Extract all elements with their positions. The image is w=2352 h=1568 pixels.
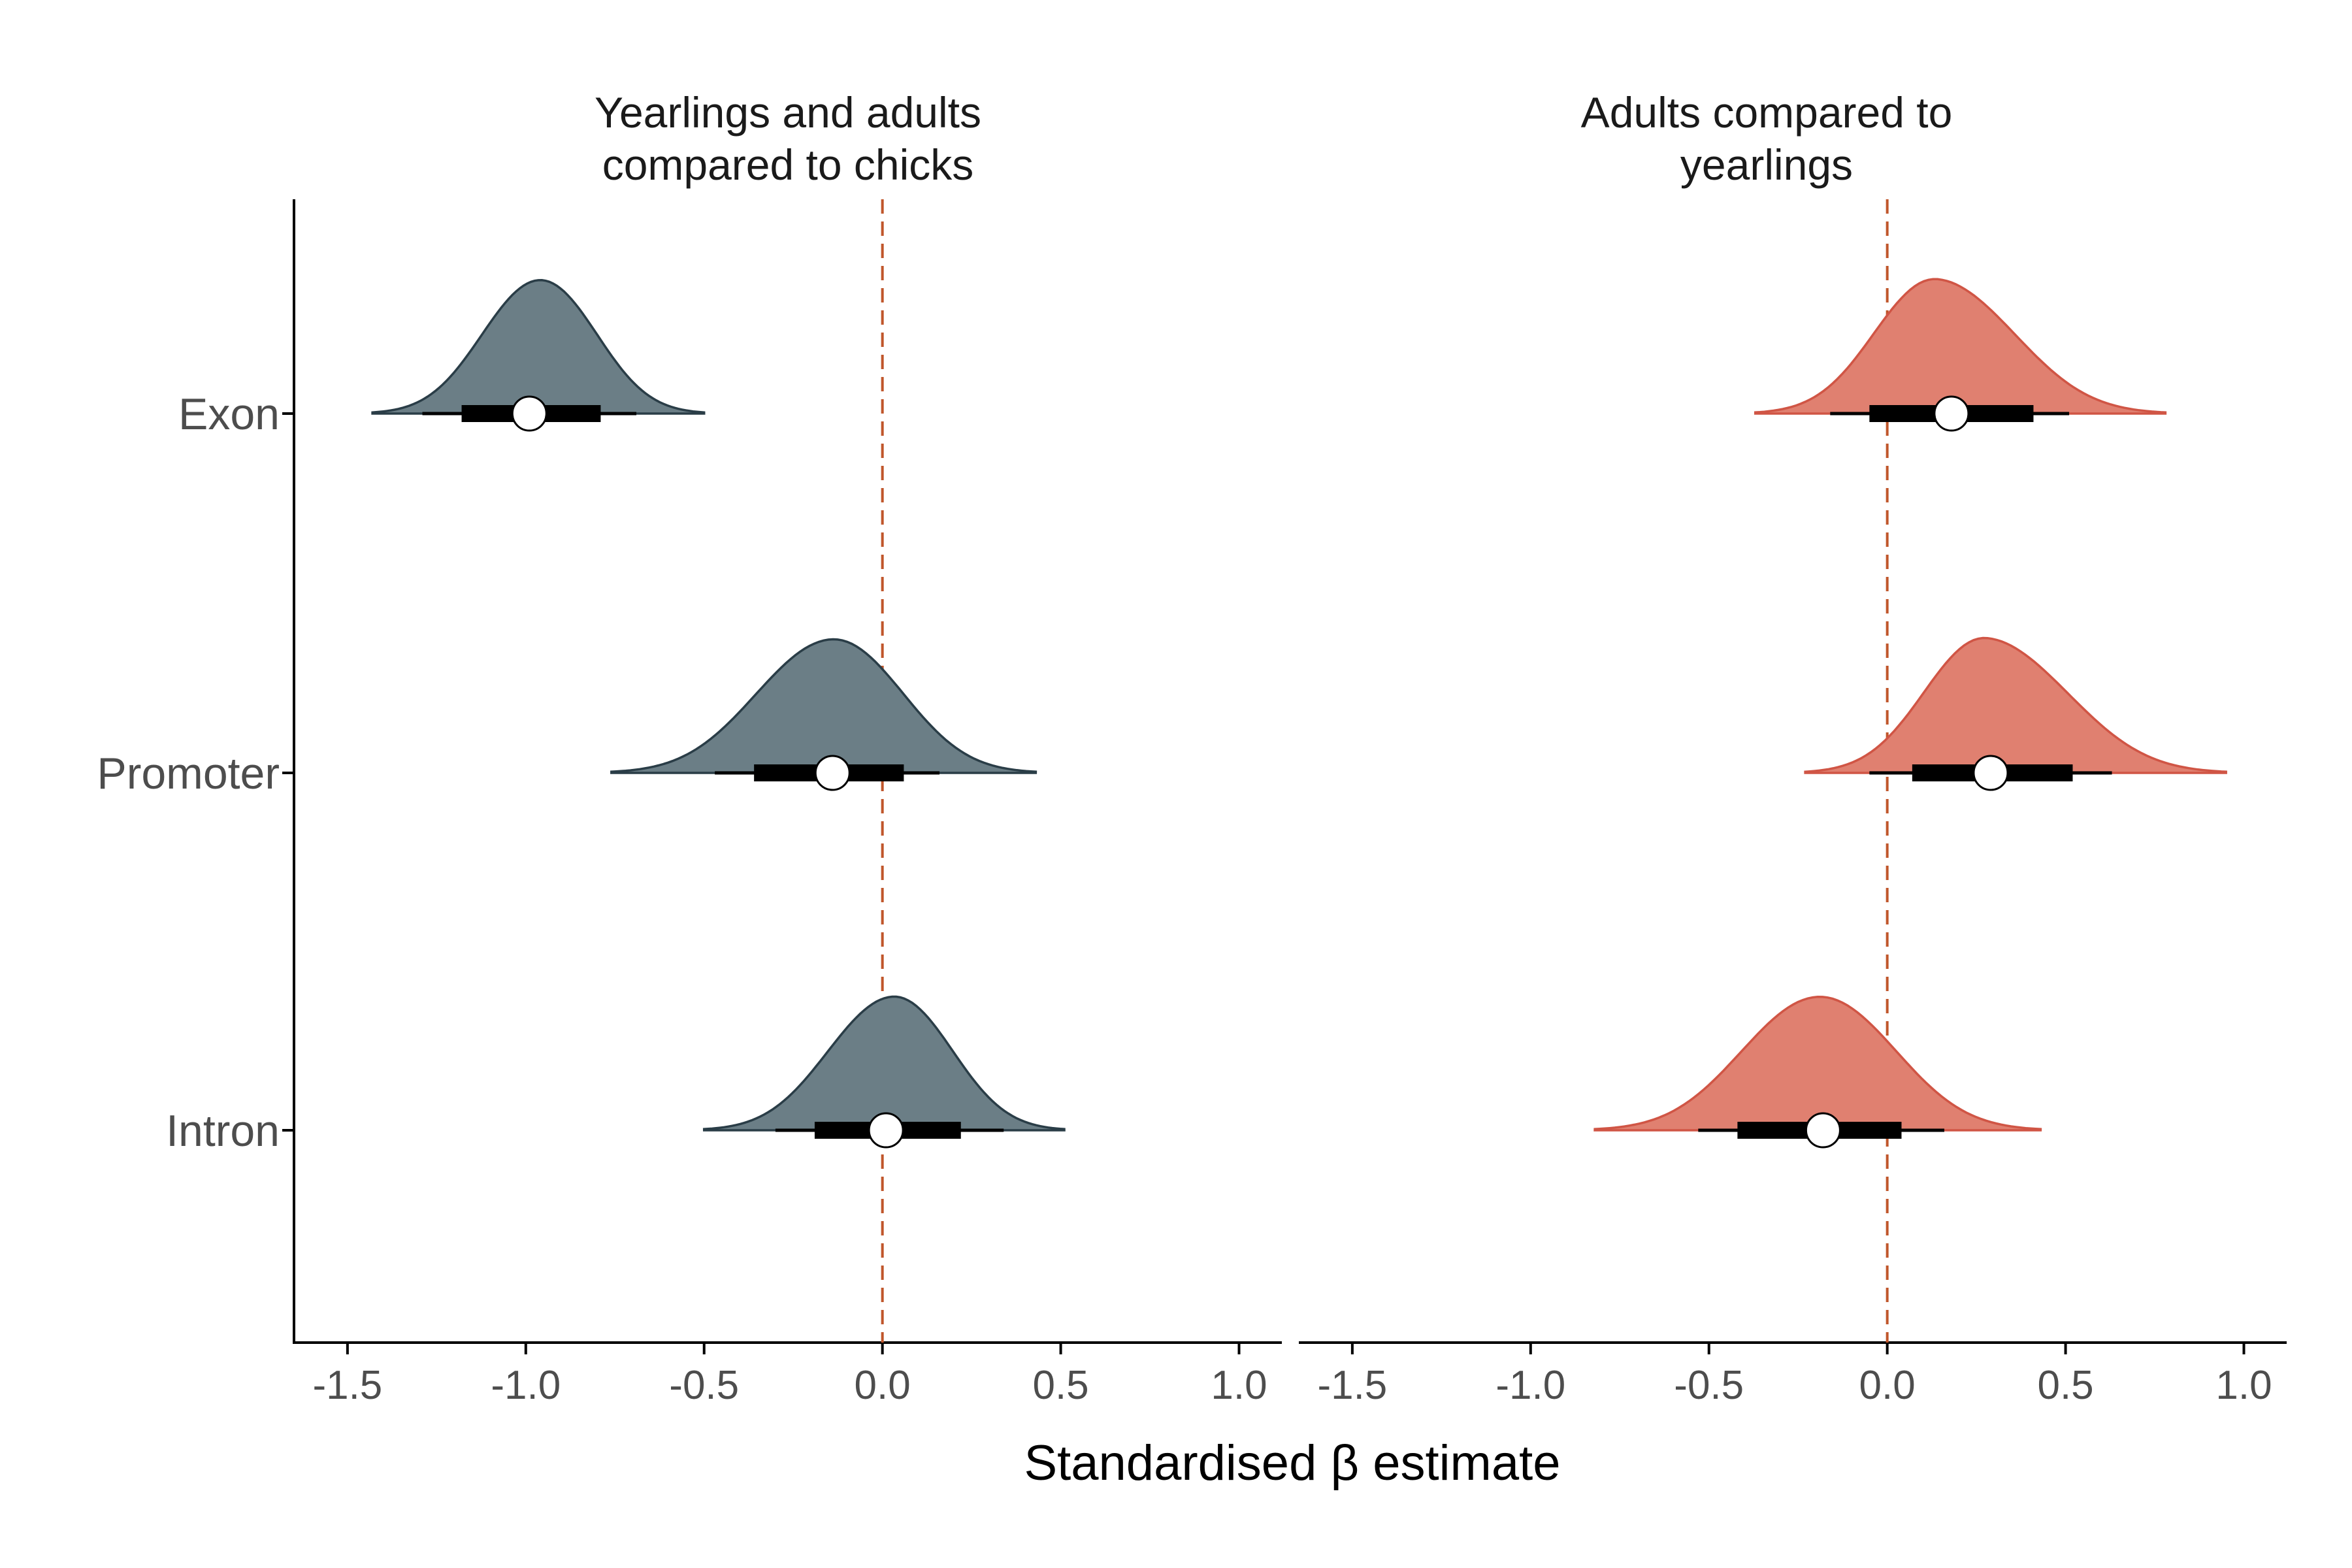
x-tick-label: 0.0 <box>855 1363 911 1408</box>
density-promoter <box>1804 636 2227 774</box>
y-category-label: Intron <box>166 1106 280 1156</box>
median-point <box>1805 1112 1841 1149</box>
panel-title-line: Adults compared to <box>1581 88 1953 137</box>
panel-title-line: compared to chicks <box>602 140 974 189</box>
density-intron <box>1593 996 2042 1132</box>
x-tick-label: 1.0 <box>1211 1363 1267 1408</box>
x-tick-label: 0.0 <box>1859 1363 1916 1408</box>
median-point <box>868 1112 904 1149</box>
x-tick-label: 0.5 <box>2037 1363 2093 1408</box>
x-tick-label: 1.0 <box>2215 1363 2272 1408</box>
density-intron <box>702 995 1066 1132</box>
y-category-label: Promoter <box>97 749 280 798</box>
x-tick-label: -1.0 <box>1495 1363 1565 1408</box>
density-exon <box>1754 278 2167 415</box>
x-tick-label: -1.5 <box>1317 1363 1387 1408</box>
density-promoter <box>610 638 1037 774</box>
panel-title-line: Yearlings and adults <box>595 88 981 137</box>
y-category-label: Exon <box>178 389 280 439</box>
median-point <box>1972 755 2009 791</box>
median-point <box>511 395 547 432</box>
density-exon <box>371 279 706 415</box>
x-axis-title: Standardised β estimate <box>1024 1435 1560 1491</box>
y-axis: Exon Promoter Intron <box>97 199 295 1344</box>
x-tick-label: -1.0 <box>491 1363 561 1408</box>
x-tick-label: -0.5 <box>669 1363 739 1408</box>
x-tick-label: -0.5 <box>1674 1363 1744 1408</box>
x-tick-label: -1.5 <box>312 1363 382 1408</box>
x-tick-label: 0.5 <box>1032 1363 1088 1408</box>
panel-title-line: yearlings <box>1680 140 1853 189</box>
median-point <box>814 755 851 791</box>
median-point <box>1933 395 1970 432</box>
